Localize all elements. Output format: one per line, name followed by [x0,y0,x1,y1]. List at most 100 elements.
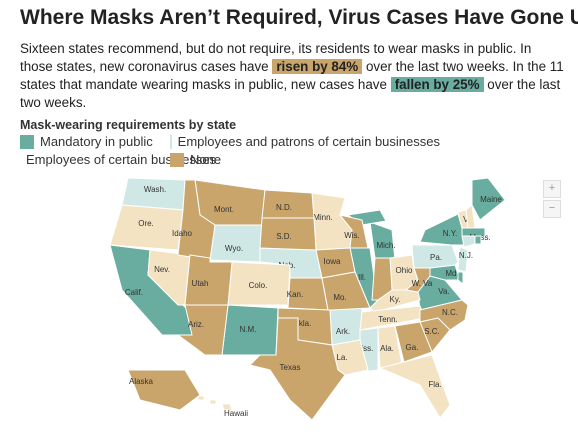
state-label: Md. [445,269,458,278]
state-shape [176,304,229,356]
state-label: Ala. [380,344,394,353]
state-label: Pa. [430,253,442,262]
state-label: Ill. [358,273,366,282]
state-label: Ga. [406,343,419,352]
state-label: Fla. [428,380,441,389]
state-label: W. Va [412,279,433,288]
state-label: Utah [192,279,209,288]
zoom-in[interactable]: + [543,180,561,198]
state [461,235,476,248]
state-label: Nev. [154,265,170,274]
text: over the last two weeks. In the 11 state… [20,59,564,92]
state-label: Wyo. [225,244,243,253]
state: Utah [184,254,233,306]
state: N.M. [221,304,279,356]
state: Wash. [121,177,186,211]
state: Hawaii [197,395,248,418]
legend-label: Employees of certain businesses [26,152,217,167]
state: Wis. [338,214,369,249]
state-label: Minn. [313,213,333,222]
state [371,257,393,301]
state-shape [177,179,216,261]
state: Kan. [287,277,329,311]
state-label: N.C. [442,308,458,317]
state-label: Kan. [287,290,303,299]
state [465,204,476,229]
state-label: Wash. [144,185,166,194]
state-label: N.D. [276,203,292,212]
legend-item: Employees of certain businesses [20,152,216,167]
state-shape [221,403,233,411]
state-shape [465,204,476,229]
state: N.D. [261,189,315,219]
state-shape [404,267,431,293]
legend-label: Employees and patrons of certain busines… [177,134,440,149]
state: Ore. [109,204,184,251]
title: Where Masks Aren’t Required, Virus Cases… [20,6,578,29]
state-label: Tenn. [378,315,398,324]
legend-item: Mandatory in public [20,134,170,149]
state: Ga. [394,321,433,363]
state-label: Mont. [214,205,234,214]
state-shape [197,395,205,401]
state-shape [209,399,217,405]
state [457,271,464,286]
state: Maine [471,177,506,221]
state-label: Colo. [249,281,268,290]
state-shape [471,177,506,221]
legend-title: Mask-wearing requirements by state [20,118,237,132]
text: Sixteen states recommend, but do not req… [20,41,532,74]
legend-label: None [190,152,222,167]
state-label: Mich. [376,241,395,250]
state: Alaska [127,369,201,411]
state-label: Alaska [129,377,154,386]
state-label: N.J. [459,251,473,260]
state: Ariz. [176,304,229,356]
state-label: La. [336,353,347,362]
state-label: Calif. [125,288,143,297]
state: Pa. [411,244,459,269]
state-label: Texas [280,363,301,372]
legend-swatch [170,134,172,149]
state: N.Y. [419,213,467,246]
state-label: N.M. [240,325,257,334]
state-label: N.Y. [443,229,458,238]
state-shape [321,271,371,311]
state: Mich. [346,209,396,261]
state: Colo. [227,261,291,306]
state-label: Hawaii [224,409,248,418]
state-label: Okla. [293,319,312,328]
state: Ark. [329,307,363,346]
state-label: Ore. [138,219,154,228]
state: Mo. [321,271,371,311]
state: Wyo. [209,224,263,263]
state-shape [461,235,476,248]
state-shape [457,246,469,273]
state-label: Ark. [336,327,350,336]
state-label: Ky. [390,295,401,304]
state: Texas [249,317,346,421]
state-shape [461,227,486,237]
highlight: fallen by 25% [390,77,484,92]
state-label: S.D. [276,232,292,241]
state-label: Iowa [324,257,341,266]
text: over the last two weeks. [20,77,561,110]
state-shape [371,257,393,301]
state-shape [394,321,433,363]
zoom-out[interactable]: − [543,200,561,218]
legend-item: None [170,152,440,167]
state-shape [474,235,482,245]
state-label: Va. [438,287,449,296]
state: S.D. [259,217,317,251]
state-label: Idaho [172,229,193,238]
state [474,235,482,245]
state-shape [338,214,369,249]
state-label: S.C. [424,327,440,336]
state-label: Mo. [333,293,346,302]
state-shape [249,317,346,421]
legend-swatch [170,152,184,167]
legend: Mandatory in public Employees and patrons… [20,134,440,167]
state-label: Maine [480,195,502,204]
legend-swatch [20,134,34,149]
